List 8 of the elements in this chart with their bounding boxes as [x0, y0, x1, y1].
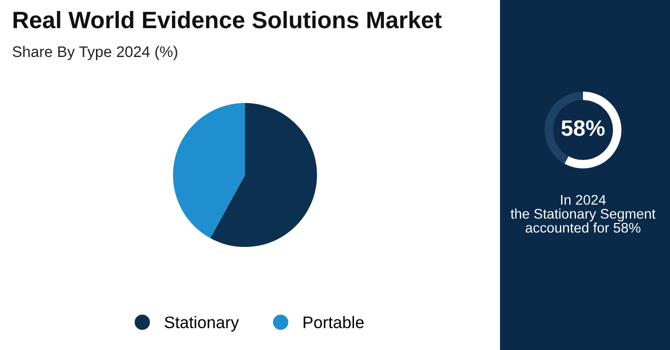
pie-slice	[210, 103, 317, 247]
legend-label: Stationary	[164, 316, 239, 332]
legend-label: Portable	[304, 316, 364, 328]
text: In 2024 the Stationary Segment accounted for 58%	[510, 194, 656, 233]
pie-slice	[173, 103, 245, 238]
chart-subtitle: Share By Type 2024 (%)	[12, 46, 178, 60]
data-label: 58%	[561, 120, 605, 136]
chart-title: Real World Evidence Solutions Market	[14, 10, 442, 28]
